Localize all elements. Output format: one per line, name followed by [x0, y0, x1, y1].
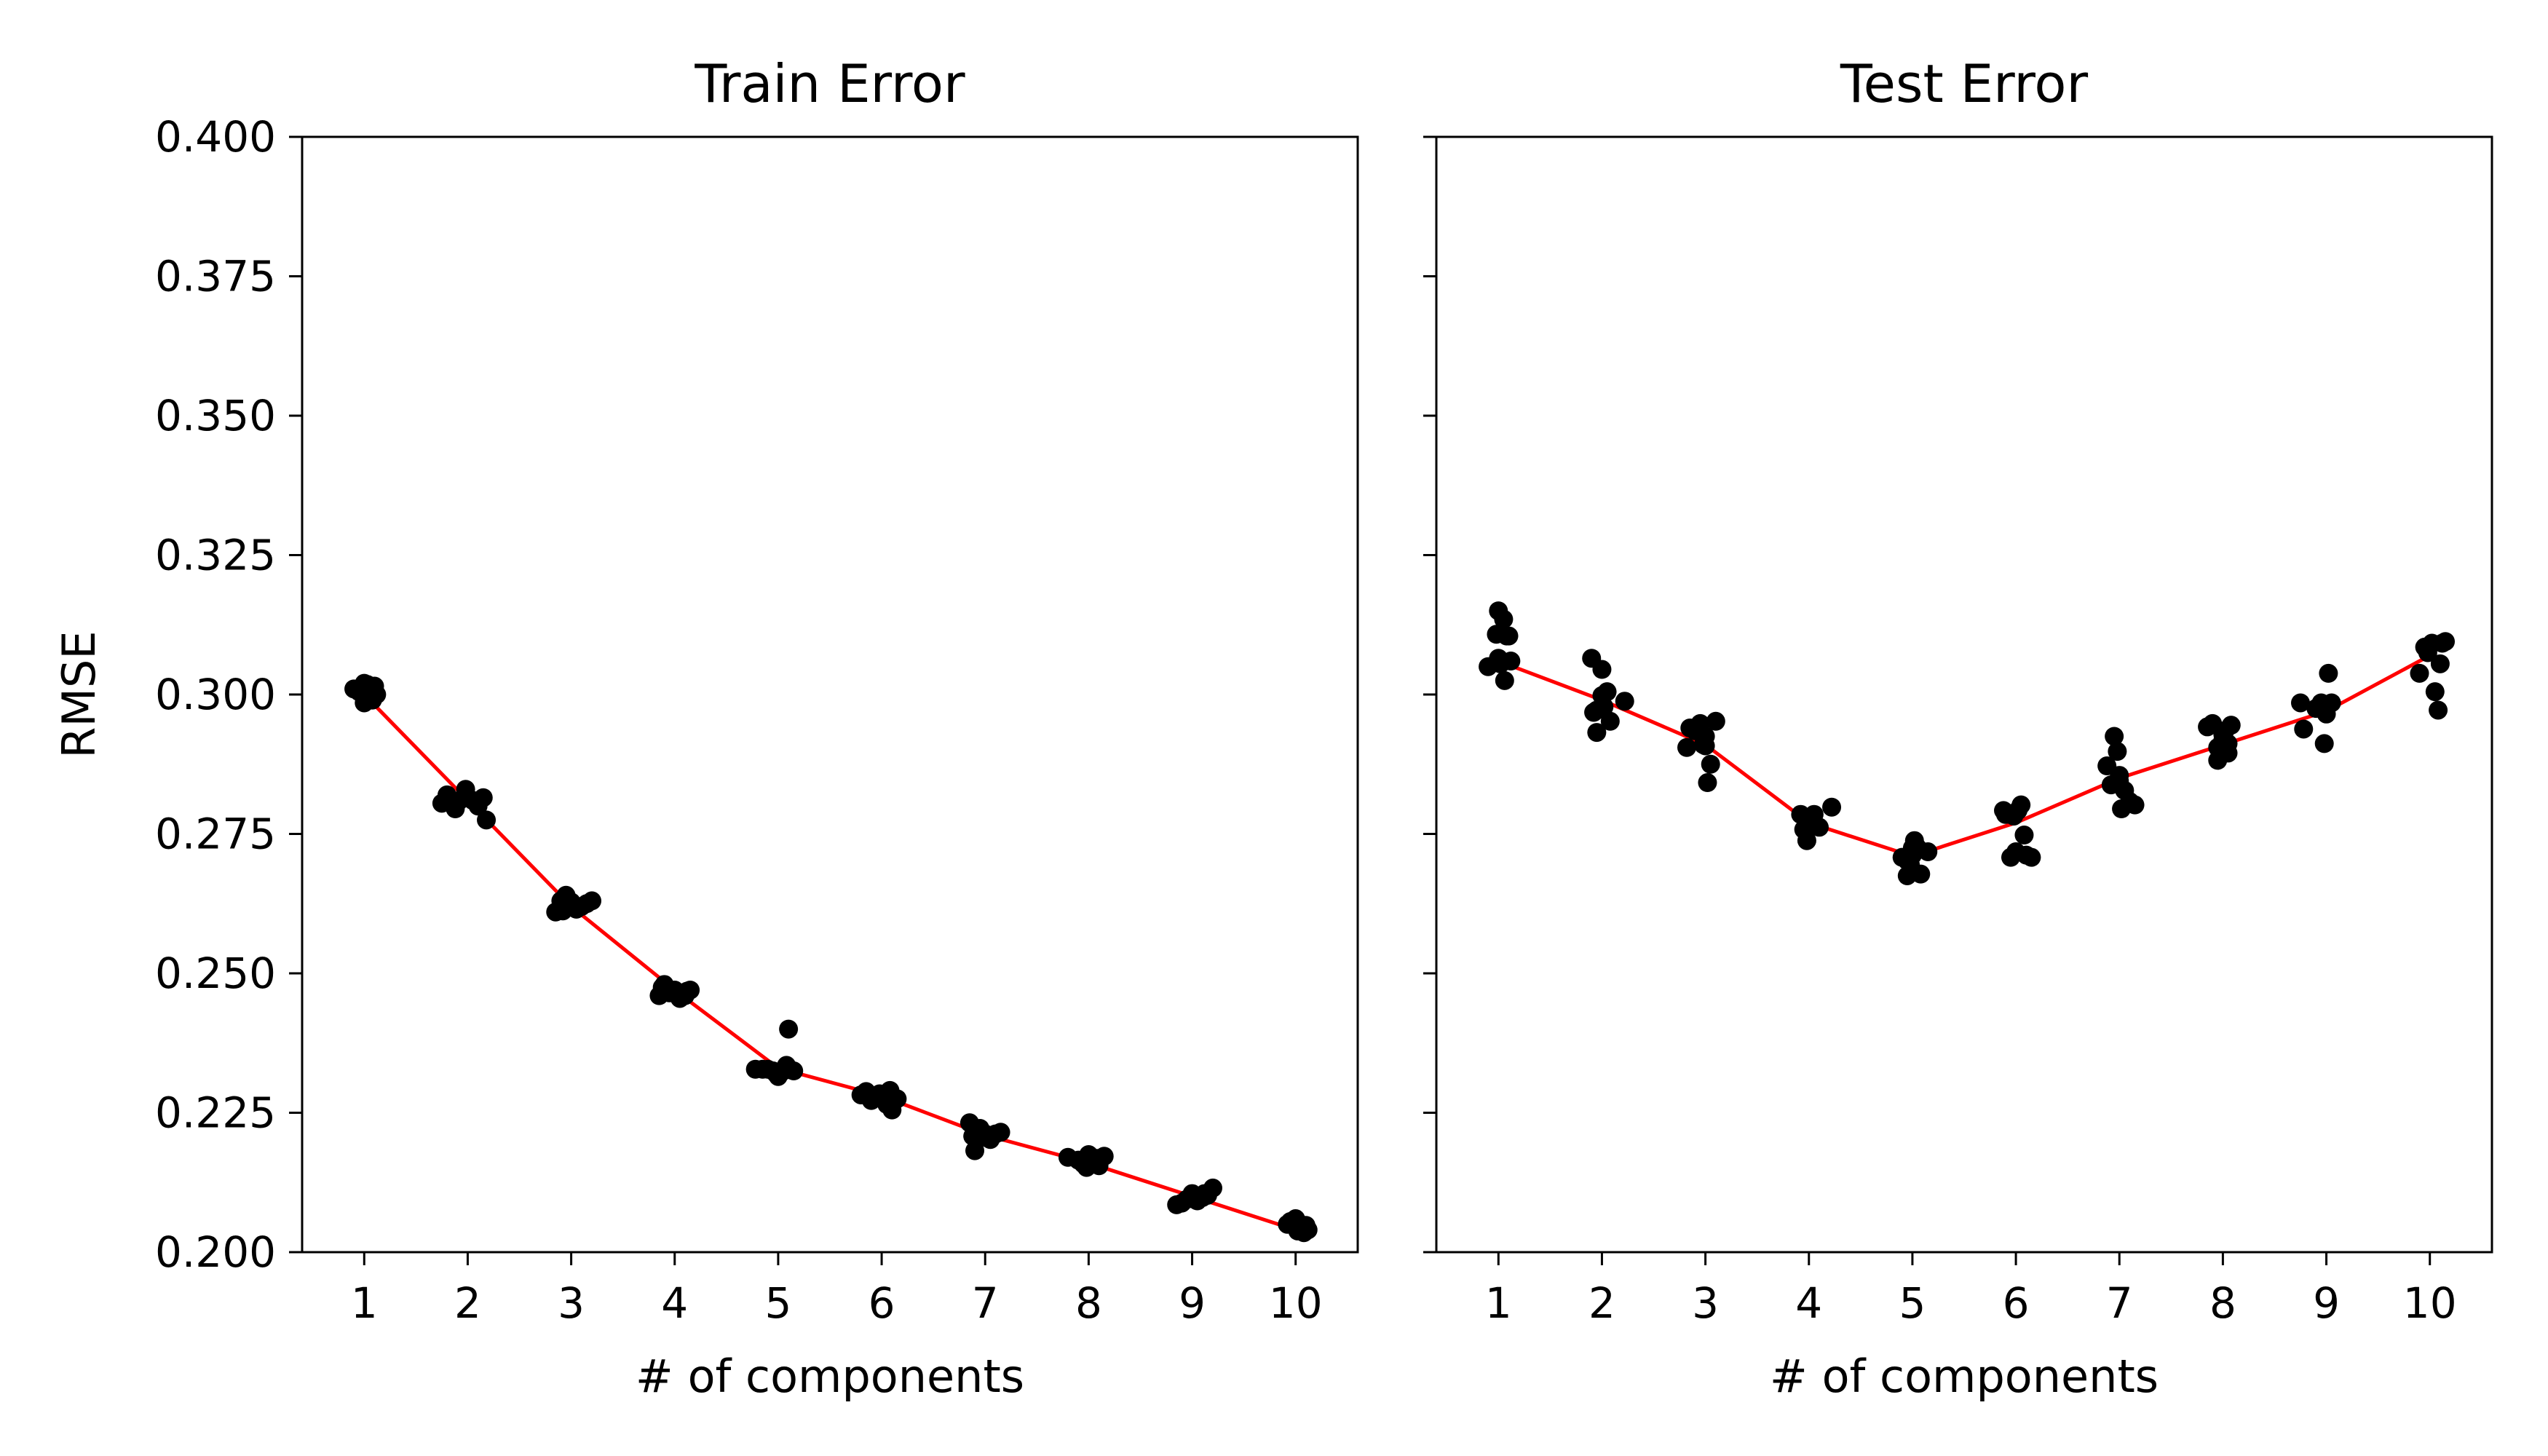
train-error-plot-layer: 1 2 3 4 5 6 7 8 9 10 0.200 0.225 0.250 0.275 0.300 0.32…: [155, 112, 1323, 1328]
test-error-x-tick-label-9: 9: [2313, 1278, 2340, 1328]
test-error-axes-frame: [1435, 135, 2493, 1254]
test-error-x-tick-label-10: 10: [2403, 1278, 2457, 1328]
train-error-data-point: [443, 792, 462, 812]
train-error-data-point: [767, 1064, 786, 1083]
test-error-plot-layer: 1 2 3 4 5 6 7 8 9 10: [1423, 135, 2457, 1328]
train-error-data-point: [561, 892, 581, 911]
test-error-data-point: [2105, 727, 2124, 746]
test-error-x-tick-label-1: 1: [1485, 1278, 1512, 1328]
test-error-x-tick-label-3: 3: [1692, 1278, 1719, 1328]
train-error-data-point: [965, 1141, 985, 1160]
test-error-data-point: [1600, 711, 1620, 731]
test-error-data-point: [2011, 795, 2031, 815]
test-error-title: Test Error: [1840, 53, 2089, 114]
test-error-data-point: [1491, 654, 1511, 673]
test-error-data-point: [2314, 734, 2334, 753]
train-error-data-point: [477, 810, 496, 830]
train-error-data-point: [652, 978, 672, 997]
train-error-y-tick-label-6: 0.325: [155, 531, 276, 580]
train-error-x-axis-label: # of components: [636, 1350, 1024, 1403]
train-error-data-point: [779, 1019, 799, 1039]
test-error-data-point: [2430, 654, 2450, 673]
train-error-chart: 1 2 3 4 5 6 7 8 9 10 0.200 0.225 0.250 0.275 0.300 0.32…: [52, 53, 1359, 1403]
test-error-data-point: [1587, 700, 1607, 720]
test-error-data-point: [1696, 727, 1715, 746]
test-error-data-point: [2110, 766, 2129, 786]
test-error-data-point: [1911, 864, 1931, 884]
test-error-x-axis-label: # of components: [1770, 1350, 2159, 1403]
train-error-mean-line: [363, 693, 1297, 1232]
train-error-axes-frame: [301, 135, 1359, 1254]
test-error-mean-line: [1497, 654, 2431, 858]
train-error-x-tick-label-10: 10: [1269, 1278, 1323, 1328]
train-error-data-point: [1195, 1184, 1214, 1203]
train-error-x-tick-label-4: 4: [661, 1278, 688, 1328]
train-error-x-tick-label-6: 6: [869, 1278, 895, 1328]
test-error-data-point: [2319, 663, 2338, 683]
test-error-x-tick-label-8: 8: [2209, 1278, 2236, 1328]
train-error-data-point: [880, 1080, 900, 1100]
test-error-data-point: [1701, 754, 1720, 774]
train-error-data-point: [582, 891, 602, 911]
test-error-data-point: [2022, 847, 2041, 867]
test-error-data-point: [2218, 734, 2238, 753]
test-error-data-point: [1592, 686, 1612, 705]
test-error-chart: 1 2 3 4 5 6 7 8 9 10 Test Error # of components: [1423, 53, 2493, 1403]
train-error-x-tick-label-5: 5: [764, 1278, 791, 1328]
train-error-y-tick-label-1: 0.200: [155, 1227, 276, 1277]
train-error-x-tick-label-9: 9: [1179, 1278, 1206, 1328]
test-error-data-point: [2108, 742, 2127, 761]
train-error-y-tick-label-4: 0.275: [155, 810, 276, 859]
train-error-y-tick-label-3: 0.250: [155, 949, 276, 998]
test-error-data-point: [1615, 692, 1634, 711]
train-error-title: Train Error: [694, 53, 965, 114]
train-error-y-axis-label: RMSE: [52, 630, 106, 758]
train-error-x-tick-label-1: 1: [351, 1278, 378, 1328]
train-error-data-point: [473, 788, 493, 807]
train-error-y-tick-label-2: 0.225: [155, 1088, 276, 1138]
test-error-x-tick-label-7: 7: [2106, 1278, 2133, 1328]
train-error-x-tick-label-3: 3: [558, 1278, 585, 1328]
train-error-data-point: [1289, 1214, 1308, 1233]
test-error-data-point: [2410, 663, 2429, 683]
train-error-data-point: [967, 1121, 986, 1141]
test-error-data-point: [1822, 797, 1842, 817]
test-error-data-point: [2316, 697, 2336, 716]
test-error-data-point: [1897, 851, 1917, 871]
train-error-data-point: [677, 981, 697, 1001]
train-error-y-tick-label-8: 0.375: [155, 252, 276, 301]
test-error-data-point: [2294, 719, 2314, 739]
test-error-data-point: [2429, 700, 2448, 720]
test-error-x-tick-label-6: 6: [2003, 1278, 2030, 1328]
test-error-data-point: [1497, 626, 1516, 646]
test-error-data-point: [2014, 826, 2034, 845]
test-error-data-point: [2291, 693, 2311, 713]
test-error-data-point: [2425, 682, 2445, 702]
test-error-x-tick-label-4: 4: [1795, 1278, 1822, 1328]
train-error-x-tick-label-7: 7: [972, 1278, 999, 1328]
train-error-y-tick-label-7: 0.350: [155, 391, 276, 440]
test-error-x-tick-label-5: 5: [1899, 1278, 1926, 1328]
train-error-x-tick-label-2: 2: [454, 1278, 481, 1328]
train-error-data-point: [1081, 1153, 1101, 1173]
test-error-data-point: [1698, 773, 1717, 793]
test-error-data-point: [2125, 795, 2145, 815]
test-error-data-point: [1495, 670, 1514, 690]
test-error-data-point: [1799, 812, 1819, 831]
test-error-data-point: [1587, 723, 1607, 743]
test-error-data-point: [1918, 842, 1938, 862]
train-error-x-tick-label-8: 8: [1075, 1278, 1102, 1328]
test-error-data-point: [1592, 660, 1612, 679]
test-error-data-point: [1706, 711, 1725, 731]
train-error-data-point: [357, 675, 377, 695]
train-error-y-tick-label-5: 0.300: [155, 670, 276, 719]
test-error-x-tick-label-2: 2: [1588, 1278, 1615, 1328]
test-error-data-point: [1494, 609, 1514, 629]
test-error-data-point: [1677, 737, 1697, 757]
test-error-data-point: [2436, 632, 2456, 652]
train-error-y-tick-label-9: 0.400: [155, 112, 276, 162]
